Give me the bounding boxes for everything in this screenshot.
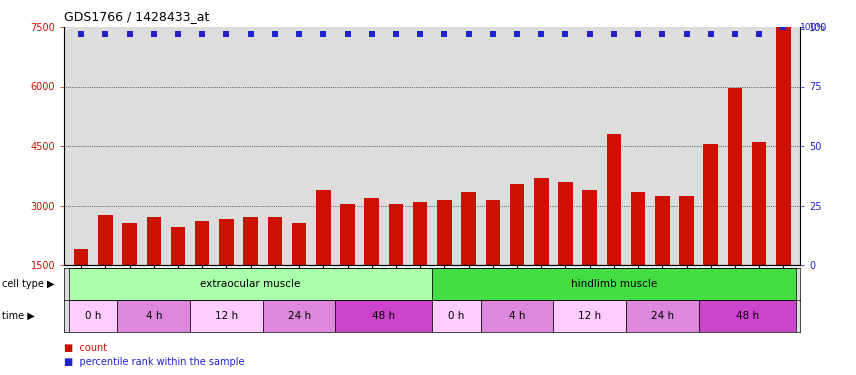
- Point: [461, 31, 475, 37]
- Point: [365, 31, 378, 37]
- Text: cell type ▶: cell type ▶: [2, 279, 54, 289]
- Text: 0 h: 0 h: [449, 311, 465, 321]
- Bar: [728, 88, 742, 324]
- Bar: [607, 134, 621, 324]
- Bar: [558, 182, 573, 324]
- Bar: [461, 192, 476, 324]
- Bar: [481, 300, 553, 332]
- Point: [559, 31, 573, 37]
- Bar: [534, 178, 549, 324]
- Text: GDS1766 / 1428433_at: GDS1766 / 1428433_at: [64, 10, 210, 23]
- Bar: [292, 224, 306, 324]
- Bar: [268, 217, 282, 324]
- Bar: [413, 201, 427, 324]
- Point: [704, 31, 717, 37]
- Text: 48 h: 48 h: [372, 311, 395, 321]
- Bar: [117, 300, 190, 332]
- Bar: [698, 300, 795, 332]
- Text: 12 h: 12 h: [215, 311, 238, 321]
- Bar: [219, 219, 234, 324]
- Bar: [170, 227, 185, 324]
- Bar: [582, 190, 597, 324]
- Point: [728, 31, 742, 37]
- Bar: [510, 184, 524, 324]
- Point: [220, 31, 234, 37]
- Point: [534, 31, 548, 37]
- Point: [437, 31, 451, 37]
- Bar: [243, 217, 258, 324]
- Bar: [146, 217, 161, 324]
- Text: ■  percentile rank within the sample: ■ percentile rank within the sample: [64, 357, 245, 367]
- Bar: [631, 192, 645, 324]
- Text: hindlimb muscle: hindlimb muscle: [571, 279, 657, 289]
- Point: [317, 31, 330, 37]
- Point: [656, 31, 669, 37]
- Text: 4 h: 4 h: [508, 311, 526, 321]
- Point: [244, 31, 258, 37]
- Bar: [776, 27, 791, 324]
- Bar: [432, 268, 795, 300]
- Bar: [365, 198, 379, 324]
- Point: [752, 31, 766, 37]
- Text: 100%: 100%: [800, 22, 826, 32]
- Bar: [98, 215, 113, 324]
- Bar: [190, 300, 263, 332]
- Bar: [626, 300, 698, 332]
- Bar: [432, 300, 481, 332]
- Point: [122, 31, 136, 37]
- Point: [195, 31, 209, 37]
- Bar: [704, 144, 718, 324]
- Point: [268, 31, 282, 37]
- Point: [74, 31, 88, 37]
- Point: [583, 31, 597, 37]
- Bar: [336, 300, 432, 332]
- Bar: [553, 300, 626, 332]
- Bar: [485, 200, 500, 324]
- Bar: [340, 204, 354, 324]
- Point: [292, 31, 306, 37]
- Text: extraocular muscle: extraocular muscle: [200, 279, 300, 289]
- Bar: [437, 200, 452, 324]
- Bar: [122, 224, 137, 324]
- Point: [413, 31, 427, 37]
- Bar: [69, 300, 117, 332]
- Text: 24 h: 24 h: [651, 311, 674, 321]
- Point: [486, 31, 500, 37]
- Bar: [680, 196, 694, 324]
- Text: ■  count: ■ count: [64, 343, 107, 353]
- Bar: [69, 268, 432, 300]
- Bar: [752, 142, 766, 324]
- Text: 4 h: 4 h: [146, 311, 162, 321]
- Bar: [74, 249, 88, 324]
- Point: [171, 31, 185, 37]
- Point: [776, 24, 790, 30]
- Text: 12 h: 12 h: [578, 311, 601, 321]
- Bar: [263, 300, 336, 332]
- Bar: [655, 196, 669, 324]
- Point: [631, 31, 645, 37]
- Text: time ▶: time ▶: [2, 311, 34, 321]
- Point: [510, 31, 524, 37]
- Point: [341, 31, 354, 37]
- Point: [389, 31, 403, 37]
- Point: [98, 31, 112, 37]
- Bar: [316, 190, 330, 324]
- Text: 48 h: 48 h: [735, 311, 758, 321]
- Text: 0 h: 0 h: [85, 311, 102, 321]
- Text: 24 h: 24 h: [288, 311, 311, 321]
- Bar: [389, 204, 403, 324]
- Point: [147, 31, 161, 37]
- Point: [607, 31, 621, 37]
- Point: [680, 31, 693, 37]
- Bar: [195, 221, 210, 324]
